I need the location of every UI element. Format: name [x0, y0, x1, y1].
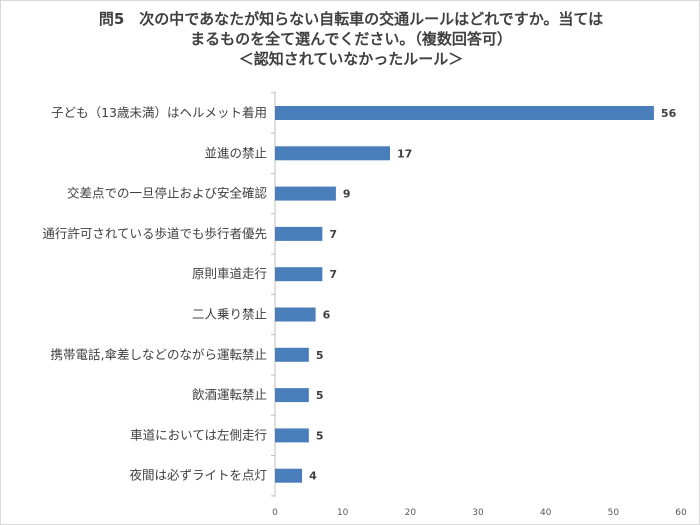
- data-label: 5: [316, 389, 324, 402]
- data-label: 7: [329, 268, 337, 281]
- category-label: 飲酒運転禁止: [192, 387, 267, 402]
- data-label: 5: [316, 349, 324, 362]
- bar: [275, 307, 316, 322]
- category-label: 並進の禁止: [204, 145, 267, 160]
- bar: [275, 226, 323, 241]
- category-label: 通行許可されている歩道でも歩行者優先: [42, 226, 267, 241]
- x-tick-label: 60: [675, 508, 687, 518]
- data-label: 17: [397, 147, 412, 160]
- data-label: 9: [343, 188, 351, 201]
- category-label: 車道においては左側走行: [130, 427, 267, 442]
- x-tick-label: 20: [405, 508, 417, 518]
- bar: [275, 106, 654, 120]
- category-label: 二人乗り禁止: [192, 307, 267, 322]
- data-label: 56: [661, 107, 677, 120]
- x-tick-label: 0: [272, 508, 278, 518]
- chart-title-line-1: 問5 次の中であなたが知らない自転車の交通ルールはどれですか。当ては: [98, 10, 604, 28]
- bar: [275, 347, 309, 362]
- x-tick-label: 10: [337, 508, 349, 518]
- category-label: 交差点での一旦停止および安全確認: [67, 186, 268, 201]
- data-label: 7: [329, 228, 337, 241]
- x-tick-label: 30: [472, 508, 484, 518]
- x-tick-label: 40: [540, 508, 552, 518]
- category-label: 携帯電話,傘差しなどのながら運転禁止: [51, 347, 267, 362]
- data-label: 5: [316, 429, 324, 442]
- chart-title-line-3: ＜認知されていなかったルール＞: [238, 50, 464, 68]
- x-tick-label: 50: [608, 508, 620, 518]
- bar: [275, 186, 336, 201]
- data-label: 6: [323, 309, 331, 322]
- chart-title: 問5 次の中であなたが知らない自転車の交通ルールはどれですか。当ては まるものを…: [1, 9, 699, 69]
- chart-title-line-2: まるものを全て選んでください。（複数回答可）: [190, 30, 512, 48]
- category-label: 原則車道走行: [192, 266, 267, 281]
- bar: [275, 146, 391, 161]
- bar: [275, 388, 309, 403]
- bar: [275, 267, 323, 282]
- bar: [275, 428, 309, 443]
- category-label: 子ども（13歳未満）はヘルメット着用: [51, 105, 267, 120]
- bar: [275, 468, 303, 483]
- data-label: 4: [309, 470, 317, 483]
- category-label: 夜間は必ずライトを点灯: [129, 468, 267, 483]
